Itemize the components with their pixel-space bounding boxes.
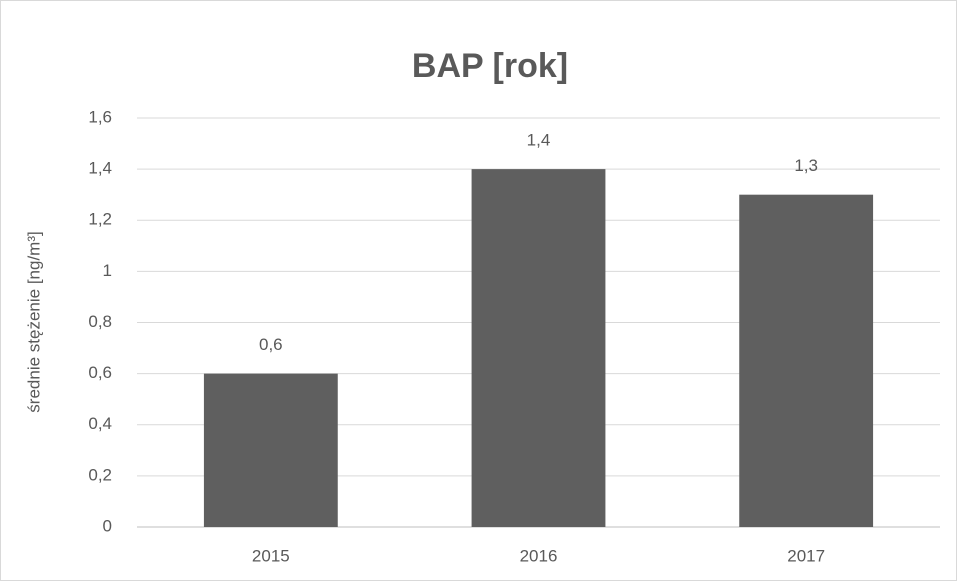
x-tick-label: 2016 <box>520 546 558 565</box>
y-axis-label: średnie stężenie [ng/m³] <box>24 231 43 412</box>
y-tick-label: 0,6 <box>88 363 112 382</box>
chart-title: BAP [rok] <box>412 47 568 85</box>
bar <box>471 169 606 527</box>
y-tick-label: 0,2 <box>88 465 112 484</box>
x-tick-label: 2015 <box>252 546 290 565</box>
data-label: 1,4 <box>527 131 551 150</box>
y-tick-label: 0 <box>103 516 112 535</box>
bar <box>739 194 874 527</box>
y-tick-label: 1,4 <box>88 159 112 178</box>
data-label: 1,3 <box>794 156 818 175</box>
y-tick-label: 1 <box>103 261 112 280</box>
bar <box>203 373 338 527</box>
y-tick-label: 0,4 <box>88 414 112 433</box>
data-label: 0,6 <box>259 335 283 354</box>
y-tick-label: 1,6 <box>88 107 112 126</box>
x-tick-label: 2017 <box>787 546 825 565</box>
y-tick-label: 1,2 <box>88 210 112 229</box>
y-tick-label: 0,8 <box>88 312 112 331</box>
